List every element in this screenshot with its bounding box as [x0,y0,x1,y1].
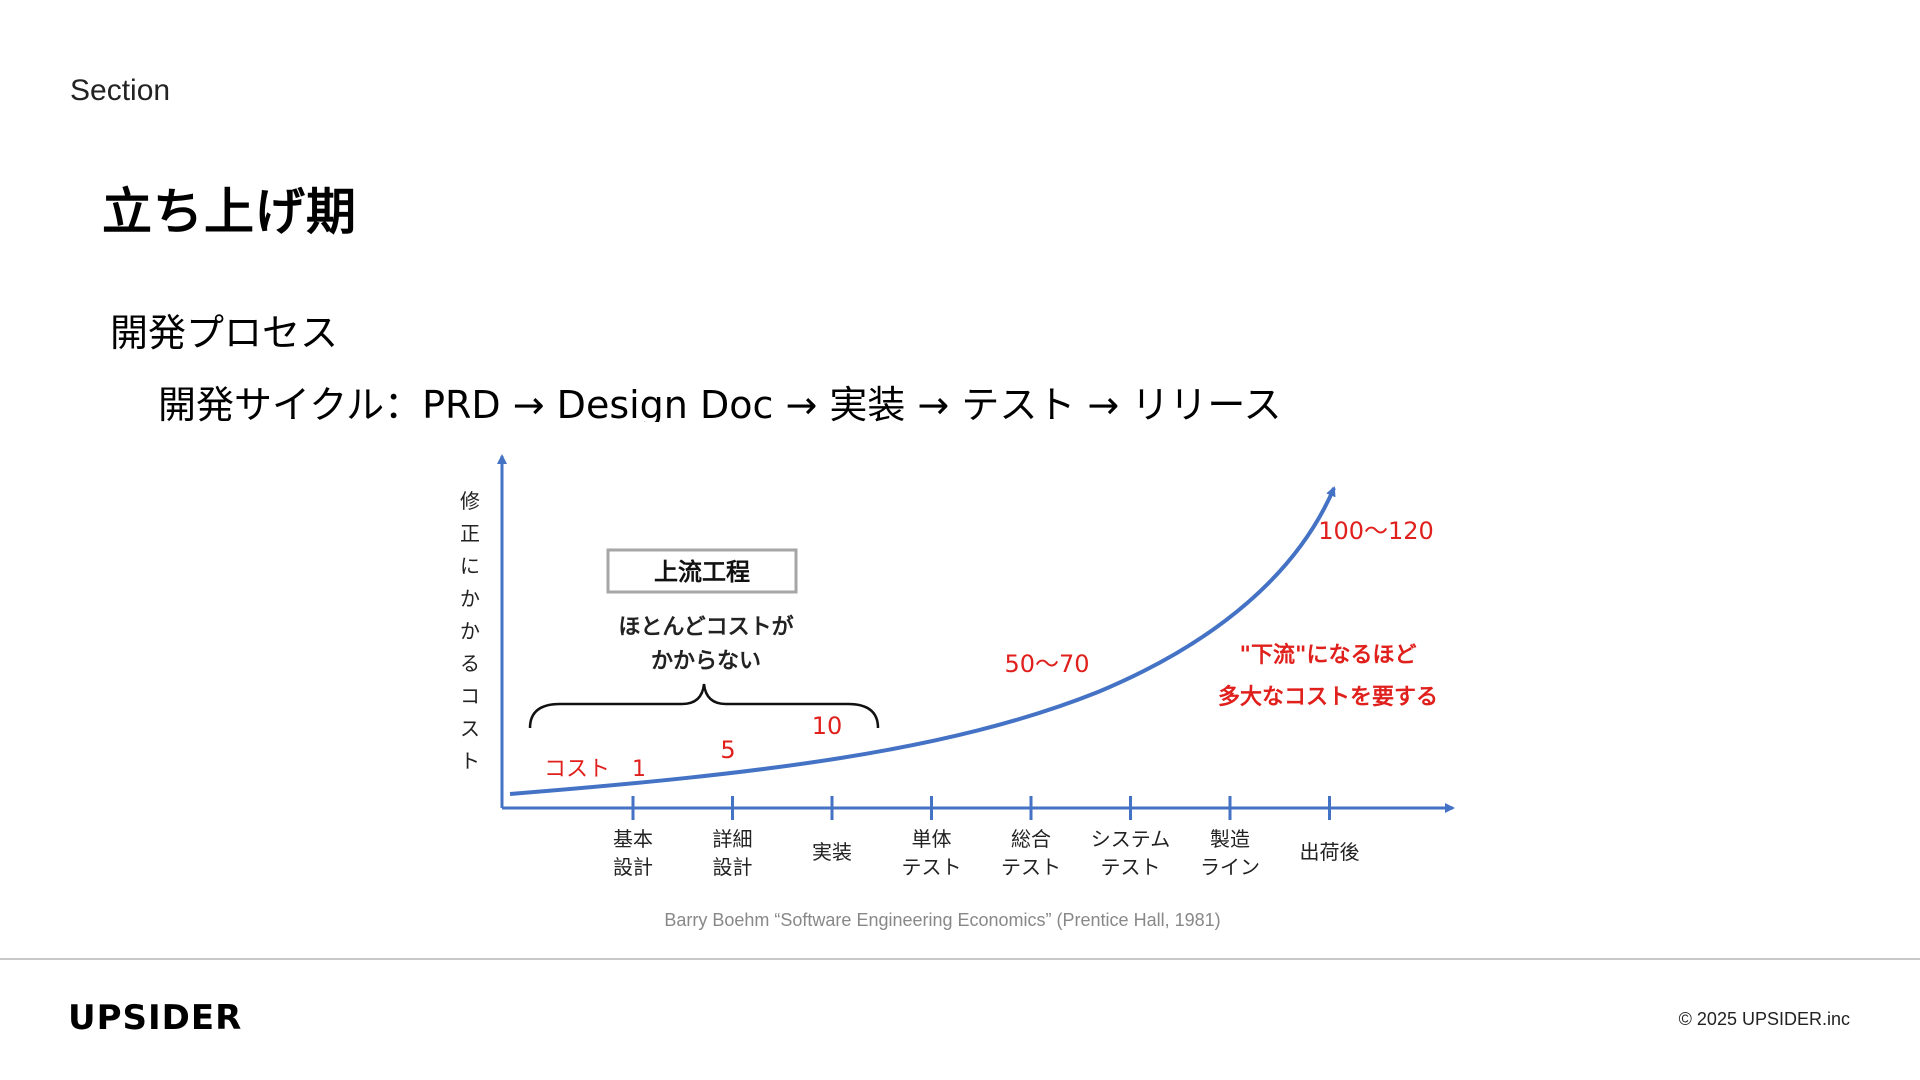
y-axis-label-char: に [460,554,480,578]
section-label: Section [70,74,171,107]
page-title: 立ち上げ期 [102,183,357,241]
x-tick-label-line: テスト [902,855,962,879]
cost-label-5: 5 [720,736,735,764]
x-tick-label-line: テスト [1101,855,1161,879]
x-tick-label: 単体テスト [902,827,962,879]
x-tick-label: システムテスト [1091,827,1170,879]
upsider-logo: UPSIDER [68,998,243,1038]
footer-divider [0,958,1920,960]
x-tick-label-line: 総合 [1011,827,1051,851]
development-cycle: 開発サイクル：PRD → Design Doc → 実装 → テスト → リリー… [158,383,1282,427]
y-axis-label-char: ト [460,749,480,773]
y-axis-label-char: コ [460,684,480,708]
cost-label-100-120: 100〜120 [1318,517,1434,545]
x-tick-label: 詳細設計 [713,827,753,879]
y-axis-label-char: 修 [460,489,480,513]
y-axis-label-char: ス [460,717,480,741]
upstream-brace [528,683,880,729]
x-tick-label: 製造ライン [1200,827,1260,879]
x-tick-label: 実装 [812,840,852,864]
y-axis-label-char: 正 [460,522,480,546]
cost-chart: 修正にかかるコスト 基本設計 詳細設計 実装 単体テスト 総合テスト システムテスト 製造ラ… [448,422,1473,900]
x-tick-label-line: 設計 [613,855,653,879]
x-tick-label-line: 設計 [713,855,753,879]
cost-curve [509,486,1336,796]
upstream-note-line2: かからない [651,649,761,674]
x-tick-label-line: 単体 [912,827,952,851]
upstream-box [606,548,798,594]
x-tick-label-line: 基本 [613,827,653,851]
x-tick-label: 基本設計 [613,827,653,879]
cost-label-10: 10 [812,712,843,740]
x-tick-label-line: 実装 [812,840,852,864]
upstream-note-line1: ほとんどコストが [618,614,793,640]
x-tick-label-line: テスト [1001,855,1061,879]
x-tick-label-line: ライン [1200,855,1260,879]
x-tick-label-line: システム [1091,827,1170,851]
subtitle: 開発プロセス [110,311,339,355]
x-tick-label-line: 製造 [1210,827,1250,851]
upstream-box-label: 上流工程 [654,558,750,586]
x-tick-label-line: 出荷後 [1300,840,1360,864]
x-tick-label: 総合テスト [1001,827,1061,879]
y-axis-label-char: る [460,652,480,676]
y-axis-label-char: か [460,587,480,611]
x-tick-label-line: 詳細 [713,827,753,851]
citation: Barry Boehm “Software Engineering Econom… [664,910,1221,930]
x-tick-label: 出荷後 [1300,840,1360,864]
copyright: © 2025 UPSIDER.inc [1678,1009,1850,1029]
downstream-note-line2: 多大なコストを要する [1218,684,1438,710]
cost-label-50-70: 50〜70 [1004,650,1089,678]
y-axis-label-char: か [460,619,480,643]
downstream-note-line1: "下流"になるほど [1240,642,1417,668]
cost-label-1: コスト 1 [544,757,646,782]
